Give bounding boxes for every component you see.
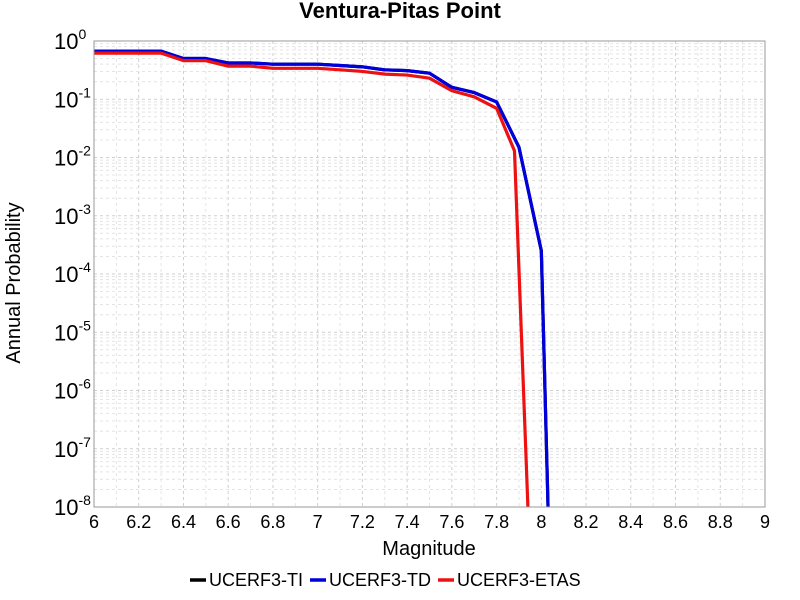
x-tick-label: 6.6: [216, 512, 241, 532]
y-tick-label: 10-4: [54, 259, 91, 287]
y-tick-label: 10-2: [54, 143, 91, 171]
x-tick-label: 7.6: [439, 512, 464, 532]
series-line-ucerf3-td: [94, 49, 550, 508]
legend-item-ucerf3-etas: UCERF3-ETAS: [438, 570, 581, 590]
y-tick-labels: 100 10-1 10-2 10-3 10-4 10-5 10-6 10-7 10-8: [54, 26, 91, 520]
x-tick-label: 8.4: [618, 512, 643, 532]
x-tick-label: 8: [536, 512, 546, 532]
legend-label: UCERF3-ETAS: [457, 570, 581, 590]
chart-title: Ventura-Pitas Point: [299, 0, 501, 23]
x-tick-label: 8.2: [574, 512, 599, 532]
x-tick-label: 6.4: [171, 512, 196, 532]
y-tick-label: 100: [54, 26, 86, 54]
series-lines: [94, 49, 550, 508]
y-axis-label: Annual Probability: [3, 202, 25, 363]
legend-label: UCERF3-TD: [329, 570, 431, 590]
y-tick-label: 10-3: [54, 201, 91, 229]
y-tick-label: 10-7: [54, 434, 91, 462]
x-tick-label: 7.4: [395, 512, 420, 532]
x-tick-label: 7: [313, 512, 323, 532]
x-tick-label: 7.2: [350, 512, 375, 532]
x-tick-labels: 6 6.2 6.4 6.6 6.8 7 7.2 7.4 7.6 7.8 8 8.2 8.4 8.6 8.8 9: [89, 512, 770, 532]
x-tick-label: 8.6: [663, 512, 688, 532]
legend: UCERF3-TI UCERF3-TD UCERF3-ETAS: [190, 570, 581, 590]
x-tick-label: 7.8: [484, 512, 509, 532]
x-axis-label: Magnitude: [382, 538, 475, 560]
legend-item-ucerf3-ti: UCERF3-TI: [190, 570, 303, 590]
legend-item-ucerf3-td: UCERF3-TD: [310, 570, 431, 590]
y-tick-label: 10-5: [54, 317, 91, 345]
x-tick-label: 6.2: [126, 512, 151, 532]
series-line-ucerf3-etas: [94, 51, 530, 508]
legend-label: UCERF3-TI: [209, 570, 303, 590]
y-tick-label: 10-8: [54, 492, 91, 520]
x-tick-label: 6.8: [260, 512, 285, 532]
plot-frame: [93, 40, 766, 508]
x-tick-label: 6: [89, 512, 99, 532]
y-tick-label: 10-6: [54, 376, 91, 404]
grid-lines: [93, 41, 766, 508]
x-tick-label: 8.8: [708, 512, 733, 532]
x-tick-label: 9: [760, 512, 770, 532]
y-tick-label: 10-1: [54, 84, 91, 112]
